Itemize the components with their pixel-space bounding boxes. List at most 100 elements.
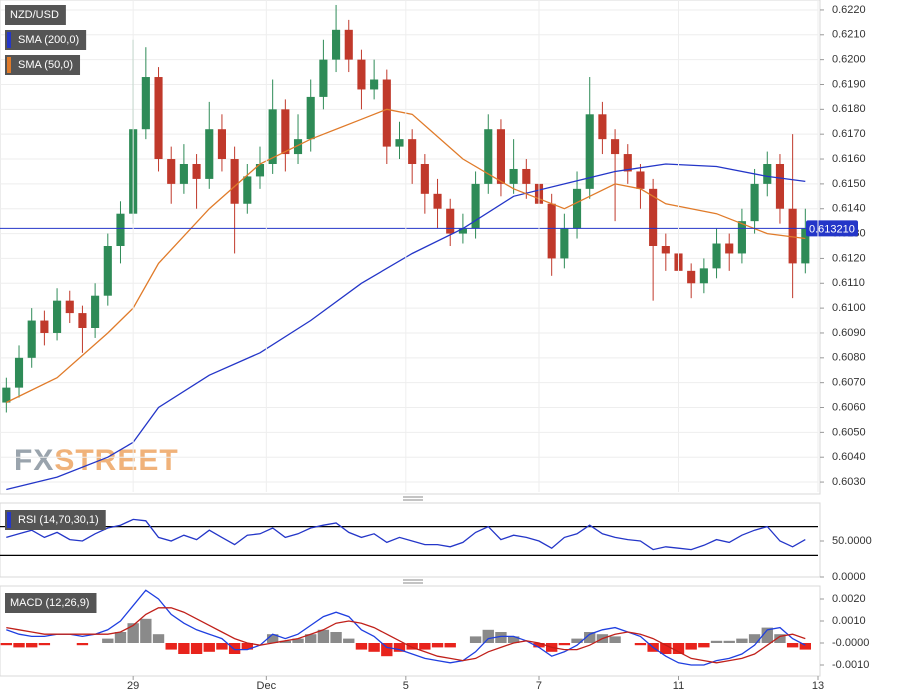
y-tick-label: 0.0000 [832,571,866,583]
candle-body [167,159,176,184]
histogram-bar [76,643,89,646]
candle-body [2,387,11,403]
candle-body [382,79,391,147]
candle-body [14,357,24,388]
candle-body [585,114,594,189]
histogram-bar [406,643,418,650]
watermark-street: STREET [54,444,178,477]
histogram-bar [634,643,647,646]
candle-body [53,300,62,333]
candle-body [636,171,645,189]
candle-body [446,208,455,234]
histogram-bar [495,632,507,643]
histogram-bar [165,643,177,650]
histogram-bar [774,634,786,643]
y-tick-label: 0.6040 [832,451,866,463]
y-tick-label: 0.6220 [832,4,866,16]
price-panel [0,0,821,495]
legend-label: SMA (50,0) [18,59,73,71]
candle-body [319,59,328,97]
candle-body [78,313,87,328]
candle-body [395,139,404,147]
candle-body [509,168,518,184]
histogram-bar [381,643,393,657]
series-line [6,589,806,666]
candle-body [179,164,188,184]
candle-body [775,164,785,209]
candle-body [522,168,531,184]
histogram-bar [584,632,596,643]
histogram-bar [393,643,406,652]
candle-body [281,109,290,155]
candle-body [496,129,506,184]
candle-body [471,183,480,229]
histogram-bar [140,618,152,643]
y-tick-label: 0.6120 [832,252,866,264]
legend-swatch [7,32,11,48]
y-tick-label: 0.6090 [832,327,866,339]
histogram-bar [660,643,672,654]
last-price-box [806,220,858,237]
legend-swatch [7,57,11,73]
candle-body [598,114,607,140]
histogram-bar [0,643,13,646]
y-tick-label: 0.6140 [832,203,866,215]
histogram-bar [786,643,799,648]
histogram-bar [330,632,342,643]
y-tick-label: 0.6160 [832,153,866,165]
histogram-bar [419,643,431,650]
candle-body [306,96,315,140]
histogram-bar [13,643,25,648]
y-tick-label: 50.0000 [832,535,872,547]
candle-body [217,129,226,160]
histogram-bar [685,643,697,650]
histogram-bar [710,640,723,643]
candle-body [547,203,556,259]
candle-body [763,164,772,184]
series-line [6,163,806,491]
histogram-bar [203,643,215,652]
histogram-bar [799,643,811,650]
histogram-bar [736,638,748,643]
y-tick-label: 0.6080 [832,352,866,364]
histogram-bar [723,640,735,643]
histogram-bar [343,638,355,643]
candle-body [750,183,759,222]
histogram-bar [228,643,241,654]
series-line [6,518,806,551]
candle-body [192,164,201,179]
candle-body [788,208,797,264]
candle-body [332,29,341,60]
histogram-bar [102,638,114,643]
candle-body [65,300,74,314]
candle-body [737,221,746,254]
candle-body [687,270,696,284]
candle-body [484,129,493,184]
y-tick-label: 0.6150 [832,178,866,190]
grid [132,0,819,492]
candle-body [205,129,214,179]
histogram-bar [190,643,203,654]
y-tick-label: 0.6180 [832,103,866,115]
x-tick-label: 13 [812,680,824,692]
legend-swatch [7,512,11,528]
candle-body [433,193,442,209]
candle-body [27,320,36,358]
candle-body [141,77,150,130]
histogram-bar [609,636,621,643]
histogram-bar [241,643,253,650]
series-line [6,108,806,404]
watermark-fx: FX [14,444,54,477]
candle-body [560,228,569,259]
candle-body [623,154,632,172]
candle-body [344,29,353,60]
legend-box [5,55,81,75]
histogram-bar [533,643,545,648]
histogram-bar [748,634,761,643]
candle-body [420,164,429,194]
histogram-bar [127,623,139,643]
y-tick-label: 0.6190 [832,78,866,90]
legend-box [5,5,66,25]
watermark: FXSTREET [14,444,179,477]
